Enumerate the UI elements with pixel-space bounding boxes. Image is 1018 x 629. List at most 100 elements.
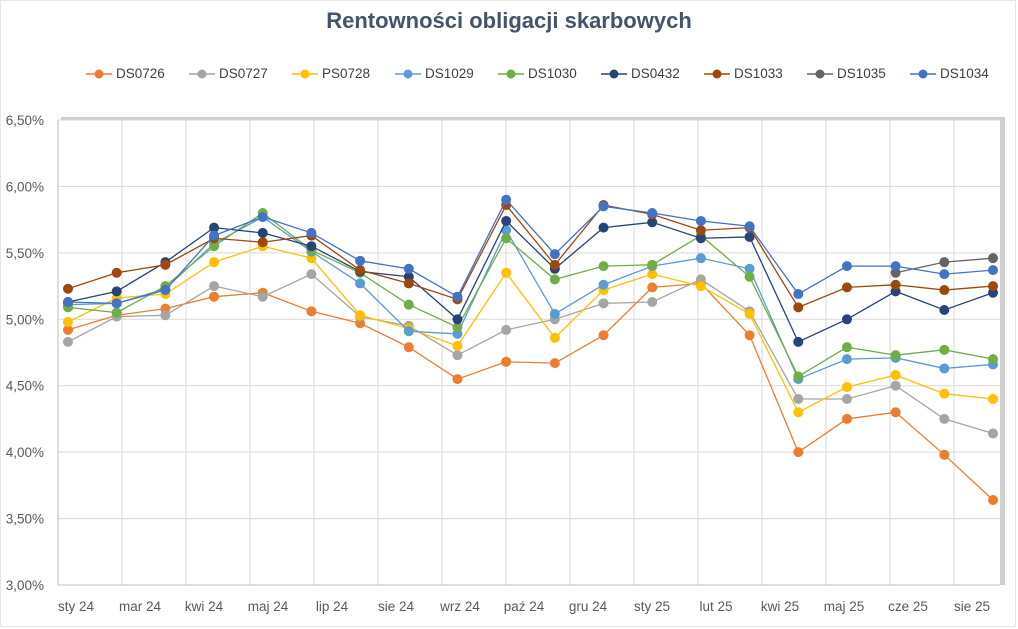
data-point [890,350,901,361]
data-point [890,279,901,290]
data-point [695,281,706,292]
data-point [452,350,463,361]
data-point [988,265,998,276]
data-point [647,269,658,280]
legend-marker-icon [292,69,318,78]
legend-item-DS0726: DS0726 [86,66,189,81]
series-line [67,273,994,435]
x-tick-label: mar 24 [119,599,162,614]
data-point [403,278,414,289]
data-point [306,241,317,252]
data-point [793,407,804,418]
legend-label: DS1029 [425,66,474,81]
data-point [939,285,950,296]
data-point [841,261,852,272]
data-point [111,298,122,309]
data-point [501,267,512,278]
data-point [939,388,950,399]
data-point [549,332,560,343]
legend-marker-icon [189,69,215,78]
data-point [988,281,998,292]
data-point [939,344,950,355]
data-point [452,291,463,302]
data-point [63,297,73,308]
data-point [452,314,463,325]
data-point [890,380,901,391]
data-point [160,285,171,296]
data-point [306,306,317,317]
data-point [647,208,658,218]
data-point [695,215,706,226]
data-point [647,259,658,270]
data-point [890,261,901,272]
data-point [647,297,658,308]
series-line [67,203,994,309]
data-point [793,371,804,382]
data-point [598,222,609,233]
x-tick-label: kwi 25 [761,599,799,614]
legend-item-DS1035: DS1035 [807,66,910,81]
data-point [209,291,220,302]
data-point [452,322,463,333]
data-point [988,428,998,439]
data-point [841,382,852,393]
data-point [598,279,609,290]
data-point [355,255,366,266]
x-tick-label: maj 24 [248,599,289,614]
data-point [744,271,755,282]
data-point [355,278,366,289]
data-point [744,330,755,341]
data-point [598,201,609,212]
data-point [209,222,220,233]
legend-marker-icon [807,69,833,78]
y-tick-label: 3,00% [6,578,44,593]
legend-label: DS1035 [837,66,886,81]
data-point [793,289,804,300]
data-point [63,316,73,327]
data-point [452,340,463,351]
legend-label: DS1030 [528,66,577,81]
legend-item-DS1033: DS1033 [704,66,807,81]
data-point [988,253,998,264]
data-point [160,259,171,270]
y-tick-label: 5,50% [6,246,44,261]
data-point [841,342,852,353]
y-tick-label: 6,50% [6,113,44,128]
data-point [939,449,950,460]
data-point [501,215,512,226]
data-point [257,227,268,238]
data-point [939,363,950,374]
data-point [355,310,366,321]
plot-area [58,120,1000,585]
legend-item-DS1030: DS1030 [498,66,601,81]
x-tick-label: maj 25 [824,599,865,614]
legend-label: DS1033 [734,66,783,81]
data-point [501,225,512,236]
x-tick-label: sie 24 [378,599,415,614]
data-point [160,310,171,321]
data-point [695,225,706,236]
legend-item-DS1029: DS1029 [395,66,498,81]
data-point [549,358,560,369]
data-point [501,233,512,244]
series-DS1034 [63,194,998,309]
data-point [501,356,512,367]
data-point [257,211,268,222]
legend-marker-icon [498,69,524,78]
data-point [744,308,755,319]
data-point [890,370,901,381]
data-point [598,298,609,309]
data-point [209,257,220,268]
data-point [452,374,463,385]
data-point [890,407,901,418]
data-point [306,227,317,238]
data-point [939,257,950,268]
x-tick-label: paź 24 [504,599,545,614]
data-point [111,286,122,297]
data-point [549,259,560,270]
y-tick-label: 4,50% [6,379,44,394]
data-point [744,263,755,274]
x-tick-label: wrz 24 [439,599,480,614]
data-point [988,494,998,505]
